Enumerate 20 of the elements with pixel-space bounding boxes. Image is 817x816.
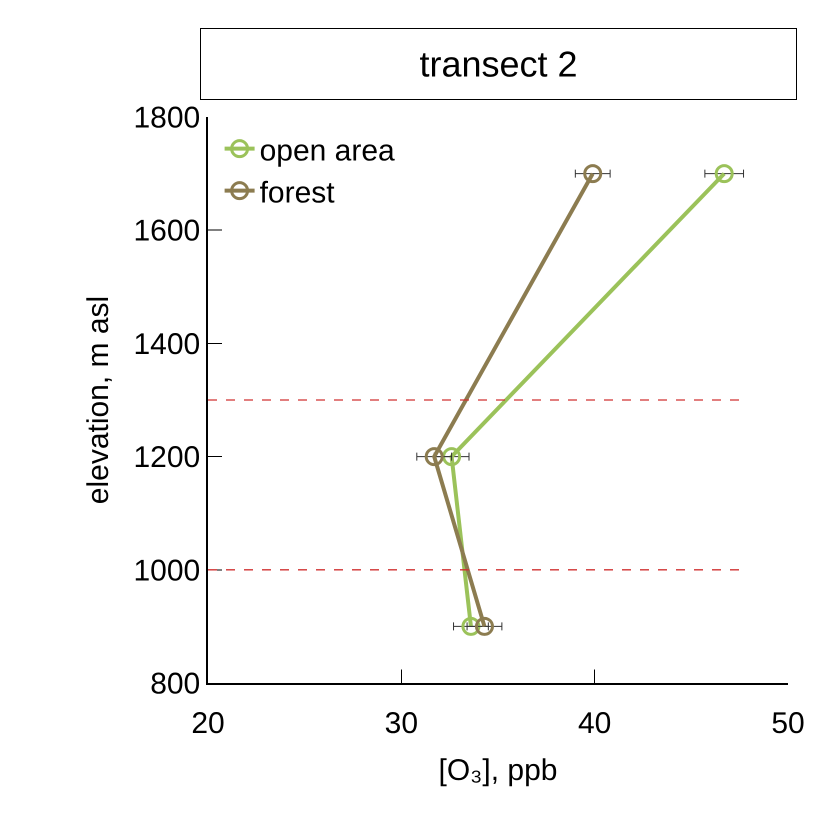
legend-label: open area <box>260 134 396 168</box>
legend-label: forest <box>260 176 336 210</box>
x-tick-label: 50 <box>771 706 805 740</box>
y-axis-title: elevation, m asl <box>82 296 115 504</box>
point <box>424 447 444 466</box>
point <box>714 164 734 184</box>
point <box>583 164 602 184</box>
x-tick-label: 40 <box>578 706 612 740</box>
y-tick-label: 1600 <box>134 214 200 248</box>
chart-title: transect 2 <box>419 44 578 84</box>
y-tick-label: 800 <box>150 668 200 700</box>
y-tick-label: 1400 <box>134 328 200 361</box>
y-tick-label: 1200 <box>134 441 200 474</box>
y-tick-label: 1000 <box>134 554 200 588</box>
x-tick-label: 20 <box>191 706 225 740</box>
y-tick-label: 1800 <box>134 102 200 134</box>
x-axis-title: [O₃], ppb <box>438 754 558 787</box>
x-tick-label: 30 <box>384 706 418 740</box>
point <box>442 447 462 466</box>
point <box>474 616 494 636</box>
